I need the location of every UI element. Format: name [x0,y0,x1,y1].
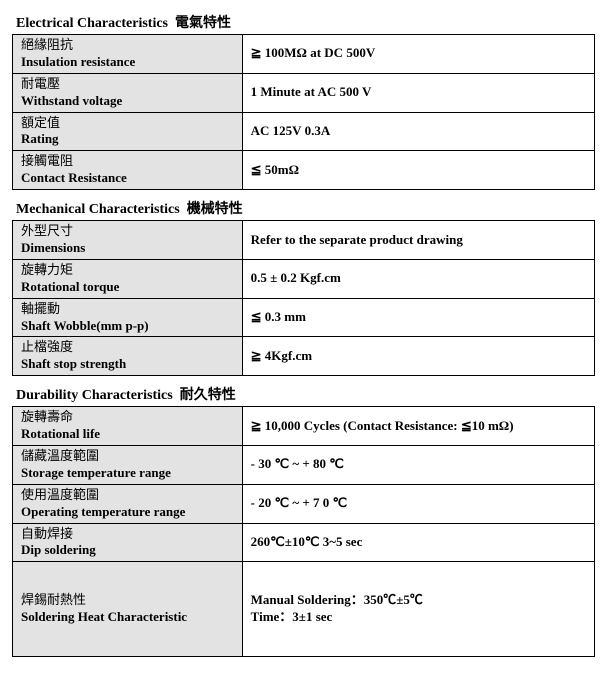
section-title-durability: Durability Characteristics 耐久特性 [16,384,597,404]
label-cn: 耐電壓 [21,76,234,93]
label-cn: 焊錫耐熱性 [21,592,234,609]
table-row: 耐電壓Withstand voltage 1 Minute at AC 500 … [13,73,595,112]
table-row: 外型尺寸Dimensions Refer to the separate pro… [13,221,595,260]
label-en: Dip soldering [21,542,234,559]
row-label: 止檔強度Shaft stop strength [13,337,243,376]
row-label: 自動焊接Dip soldering [13,523,243,562]
label-en: Insulation resistance [21,54,234,71]
label-en: Rotational torque [21,279,234,296]
table-row: 儲藏溫度範圍Storage temperature range - 30 ℃ ~… [13,446,595,485]
label-en: Rating [21,131,234,148]
table-row: 額定值Rating AC 125V 0.3A [13,112,595,151]
label-cn: 接觸電阻 [21,153,234,170]
durability-table: 旋轉壽命Rotational life ≧ 10,000 Cycles (Con… [12,406,595,657]
label-cn: 絕緣阻抗 [21,37,234,54]
table-row: 旋轉力矩Rotational torque 0.5 ± 0.2 Kgf.cm [13,259,595,298]
label-cn: 軸擺動 [21,301,234,318]
row-label: 絕緣阻抗Insulation resistance [13,35,243,74]
label-en: Contact Resistance [21,170,234,187]
label-cn: 止檔強度 [21,339,234,356]
row-value: ≧ 100MΩ at DC 500V [242,35,594,74]
table-row: 絕緣阻抗Insulation resistance ≧ 100MΩ at DC … [13,35,595,74]
row-value: Manual Soldering：350℃±5℃ Time：3±1 sec [242,562,594,657]
mechanical-table: 外型尺寸Dimensions Refer to the separate pro… [12,220,595,376]
row-label: 儲藏溫度範圍Storage temperature range [13,446,243,485]
row-label: 旋轉力矩Rotational torque [13,259,243,298]
table-row: 接觸電阻Contact Resistance ≦ 50mΩ [13,151,595,190]
row-label: 使用溫度範圍Operating temperature range [13,484,243,523]
table-row: 旋轉壽命Rotational life ≧ 10,000 Cycles (Con… [13,407,595,446]
label-cn: 旋轉壽命 [21,409,234,426]
row-label: 軸擺動Shaft Wobble(mm p-p) [13,298,243,337]
label-cn: 旋轉力矩 [21,262,234,279]
row-value: ≦ 50mΩ [242,151,594,190]
table-row: 使用溫度範圍Operating temperature range - 20 ℃… [13,484,595,523]
row-value: AC 125V 0.3A [242,112,594,151]
table-row: 焊錫耐熱性Soldering Heat Characteristic Manua… [13,562,595,657]
row-label: 旋轉壽命Rotational life [13,407,243,446]
row-value: - 30 ℃ ~ + 80 ℃ [242,446,594,485]
row-label: 耐電壓Withstand voltage [13,73,243,112]
section-title-en: Electrical Characteristics [16,16,168,31]
section-title-mechanical: Mechanical Characteristics 機械特性 [16,198,597,218]
row-label: 外型尺寸Dimensions [13,221,243,260]
section-title-cn: 耐久特性 [180,388,236,403]
section-title-cn: 機械特性 [187,202,243,217]
section-title-en: Mechanical Characteristics [16,202,180,217]
row-value: Refer to the separate product drawing [242,221,594,260]
label-en: Withstand voltage [21,93,234,110]
row-value: ≧ 4Kgf.cm [242,337,594,376]
electrical-table: 絕緣阻抗Insulation resistance ≧ 100MΩ at DC … [12,34,595,190]
label-en: Rotational life [21,426,234,443]
row-label: 焊錫耐熱性Soldering Heat Characteristic [13,562,243,657]
label-cn: 外型尺寸 [21,223,234,240]
row-value: 0.5 ± 0.2 Kgf.cm [242,259,594,298]
label-en: Shaft stop strength [21,356,234,373]
table-row: 軸擺動Shaft Wobble(mm p-p) ≦ 0.3 mm [13,298,595,337]
row-label: 額定值Rating [13,112,243,151]
label-cn: 儲藏溫度範圍 [21,448,234,465]
row-value: ≧ 10,000 Cycles (Contact Resistance: ≦10… [242,407,594,446]
section-title-cn: 電氣特性 [175,16,231,31]
label-en: Shaft Wobble(mm p-p) [21,318,234,335]
table-row: 自動焊接Dip soldering 260℃±10℃ 3~5 sec [13,523,595,562]
row-value: 1 Minute at AC 500 V [242,73,594,112]
row-value: 260℃±10℃ 3~5 sec [242,523,594,562]
row-value: - 20 ℃ ~ + 7 0 ℃ [242,484,594,523]
label-cn: 自動焊接 [21,526,234,543]
section-title-electrical: Electrical Characteristics 電氣特性 [16,12,597,32]
section-title-en: Durability Characteristics [16,388,173,403]
label-en: Dimensions [21,240,234,257]
row-value: ≦ 0.3 mm [242,298,594,337]
label-en: Soldering Heat Characteristic [21,609,234,626]
label-en: Storage temperature range [21,465,234,482]
label-cn: 使用溫度範圍 [21,487,234,504]
table-row: 止檔強度Shaft stop strength ≧ 4Kgf.cm [13,337,595,376]
label-en: Operating temperature range [21,504,234,521]
row-label: 接觸電阻Contact Resistance [13,151,243,190]
label-cn: 額定值 [21,115,234,132]
